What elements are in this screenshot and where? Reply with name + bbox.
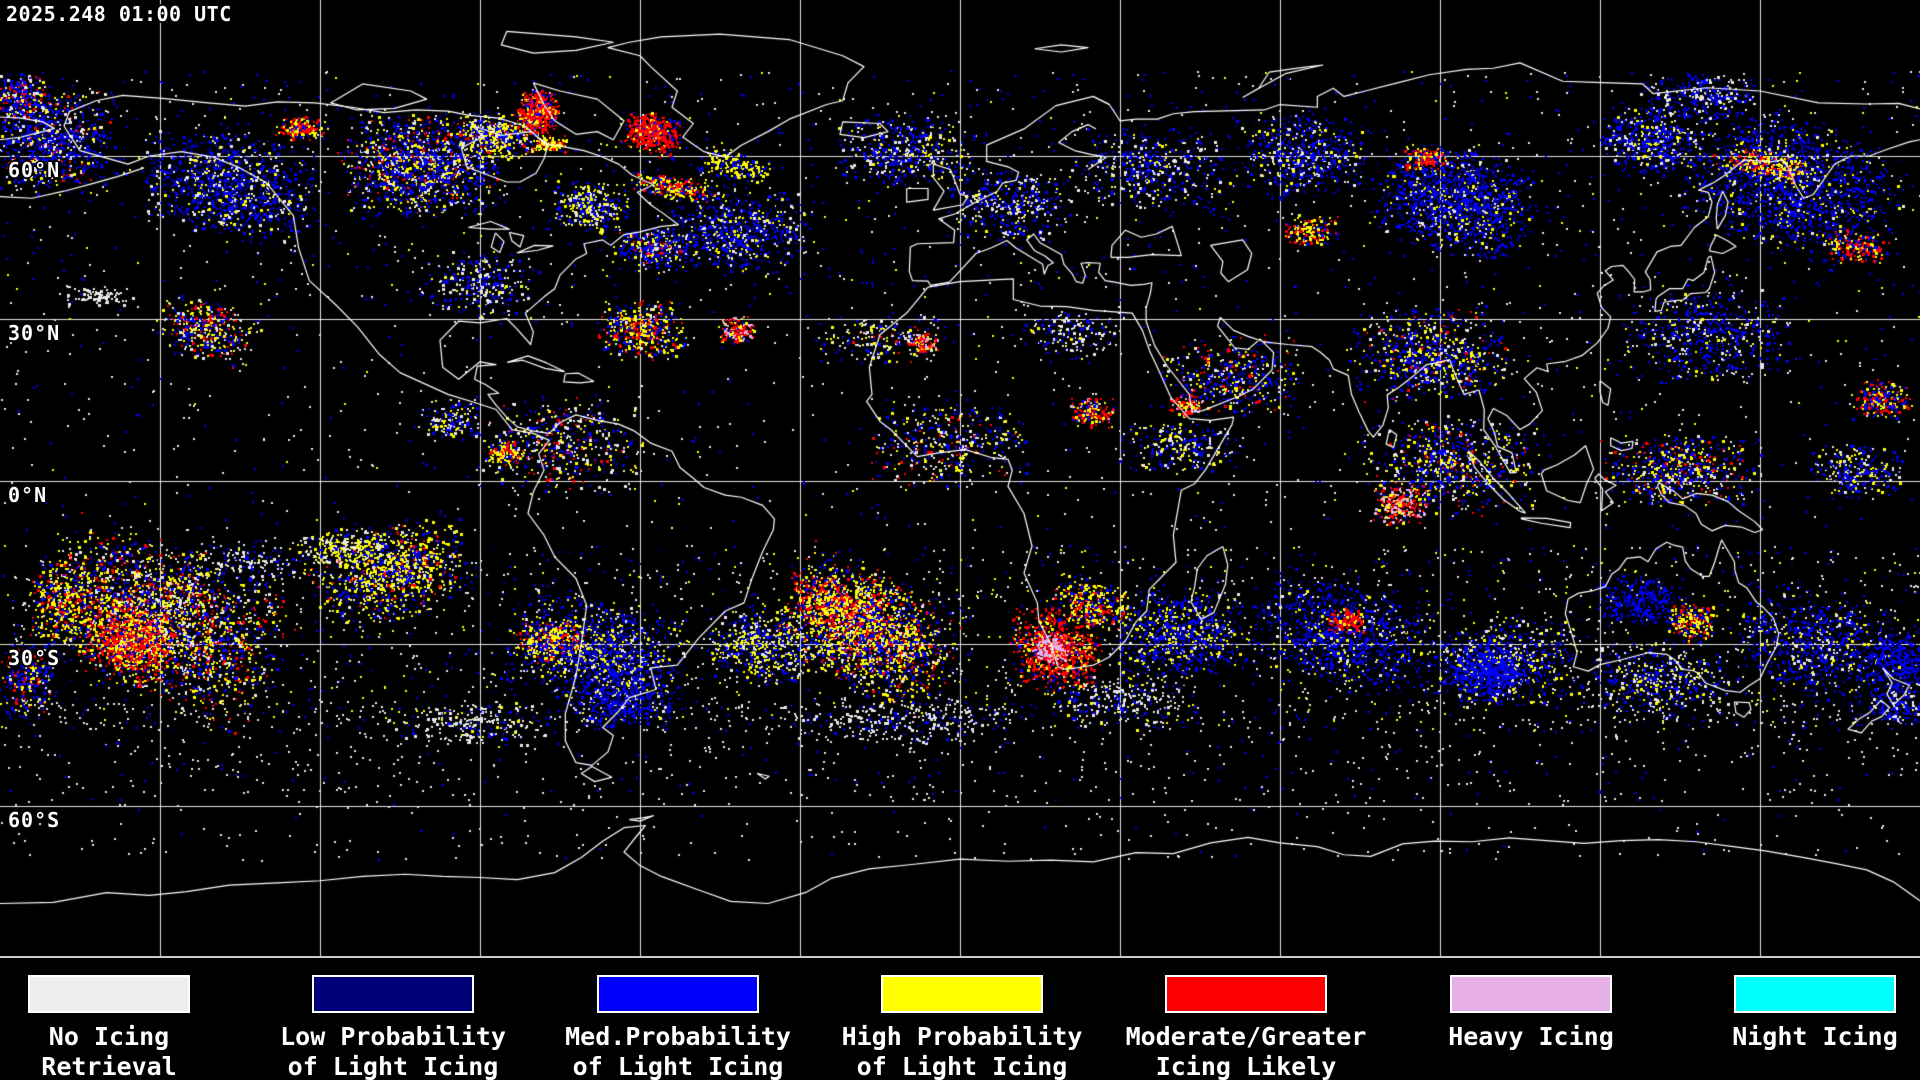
- legend-label: Med.Probability: [565, 1022, 791, 1051]
- legend-label: Retrieval: [41, 1052, 177, 1080]
- legend-swatch: [881, 975, 1043, 1013]
- legend-label: Low Probability: [280, 1022, 506, 1051]
- legend-swatch: [597, 975, 759, 1013]
- legend-label: High Probability: [841, 1022, 1083, 1051]
- legend-swatch: [312, 975, 474, 1013]
- latitude-label: 0°N: [8, 483, 48, 507]
- legend-label: Heavy Icing: [1448, 1022, 1614, 1051]
- world-icing-map: 2025.248 01:00 UTC 60°N 30°N 0°N 30°S 60°S: [0, 0, 1920, 956]
- latitude-label: 60°N: [8, 158, 61, 182]
- legend-label: Night Icing: [1732, 1022, 1898, 1051]
- latitude-label: 60°S: [8, 808, 61, 832]
- legend-swatch: [1165, 975, 1327, 1013]
- latitude-label: 30°N: [8, 321, 61, 345]
- legend-label: of Light Icing: [856, 1052, 1068, 1080]
- legend: No Icing Retrieval Low Probability of Light…: [0, 958, 1920, 1080]
- legend-swatch: [1450, 975, 1612, 1013]
- latitude-label: 30°S: [8, 646, 61, 670]
- legend-swatch: [28, 975, 190, 1013]
- legend-swatch: [1734, 975, 1896, 1013]
- legend-label: No Icing: [48, 1022, 170, 1051]
- icing-map-canvas: [0, 0, 1920, 956]
- legend-label: of Light Icing: [572, 1052, 784, 1080]
- legend-label: Moderate/Greater: [1125, 1022, 1367, 1051]
- legend-label: Icing Likely: [1155, 1052, 1337, 1080]
- legend-label: of Light Icing: [287, 1052, 499, 1080]
- timestamp-label: 2025.248 01:00 UTC: [6, 2, 232, 26]
- map-legend-divider: [0, 956, 1920, 958]
